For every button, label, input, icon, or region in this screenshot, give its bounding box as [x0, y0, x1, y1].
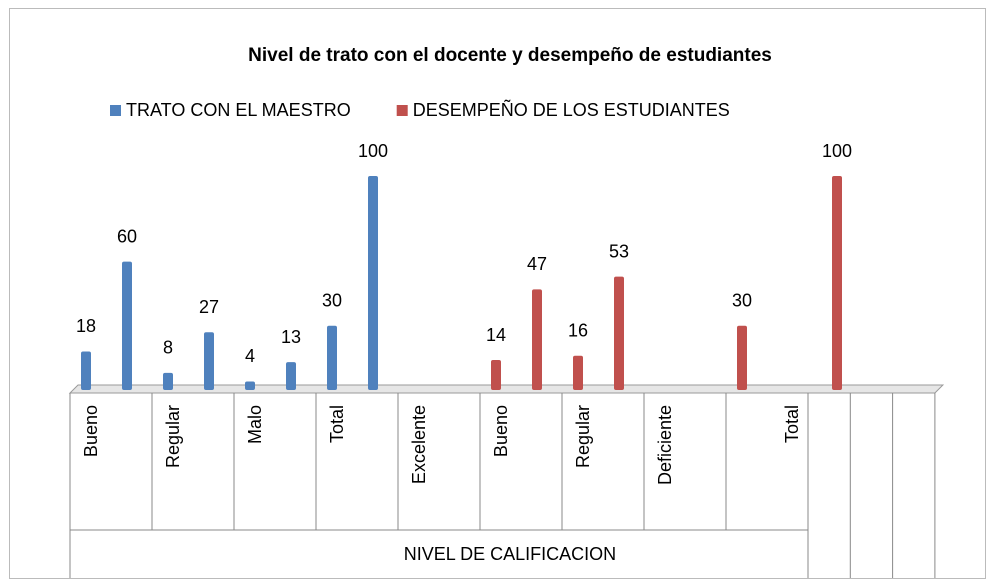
bar [204, 332, 214, 390]
bar [163, 372, 173, 390]
data-label: 14 [486, 325, 506, 345]
bar [286, 362, 296, 390]
legend-label: TRATO CON EL MAESTRO [126, 100, 351, 120]
bar [573, 355, 583, 390]
bar [614, 276, 624, 390]
x-tick-label: Malo [245, 405, 265, 444]
x-tick-label: Excelente [409, 405, 429, 484]
data-label: 13 [281, 327, 301, 347]
bar [832, 176, 842, 390]
data-label: 100 [358, 141, 388, 161]
data-label: 53 [609, 241, 629, 261]
legend-label: DESEMPEÑO DE LOS ESTUDIANTES [413, 99, 730, 120]
data-label: 4 [245, 346, 255, 366]
chart-title: Nivel de trato con el docente y desempeñ… [248, 45, 772, 66]
chart-frame [9, 8, 986, 579]
x-tick-label: Bueno [491, 405, 511, 457]
bar [368, 176, 378, 390]
data-label: 100 [822, 141, 852, 161]
bar [245, 381, 255, 390]
bar [327, 325, 337, 390]
x-tick-label: Total [327, 405, 347, 443]
plot-floor [68, 384, 945, 394]
bar [122, 261, 132, 390]
x-axis-title: NIVEL DE CALIFICACION [404, 544, 616, 564]
x-tick-label: Bueno [81, 405, 101, 457]
data-label: 47 [527, 254, 547, 274]
legend-swatch [396, 105, 408, 116]
x-tick-label: Total [782, 405, 802, 443]
data-label: 30 [732, 291, 752, 311]
legend-swatch [110, 105, 121, 116]
data-label: 16 [568, 321, 588, 341]
data-label: 8 [163, 338, 173, 358]
data-label: 27 [199, 297, 219, 317]
data-label: 30 [322, 291, 342, 311]
x-tick-label: Deficiente [655, 405, 675, 485]
data-label: 18 [76, 316, 96, 336]
data-label: 60 [117, 226, 137, 246]
bar [81, 351, 91, 390]
bar [737, 325, 747, 390]
x-tick-label: Regular [163, 405, 183, 468]
bar [532, 289, 542, 390]
x-tick-label: Regular [573, 405, 593, 468]
bar [491, 360, 501, 390]
